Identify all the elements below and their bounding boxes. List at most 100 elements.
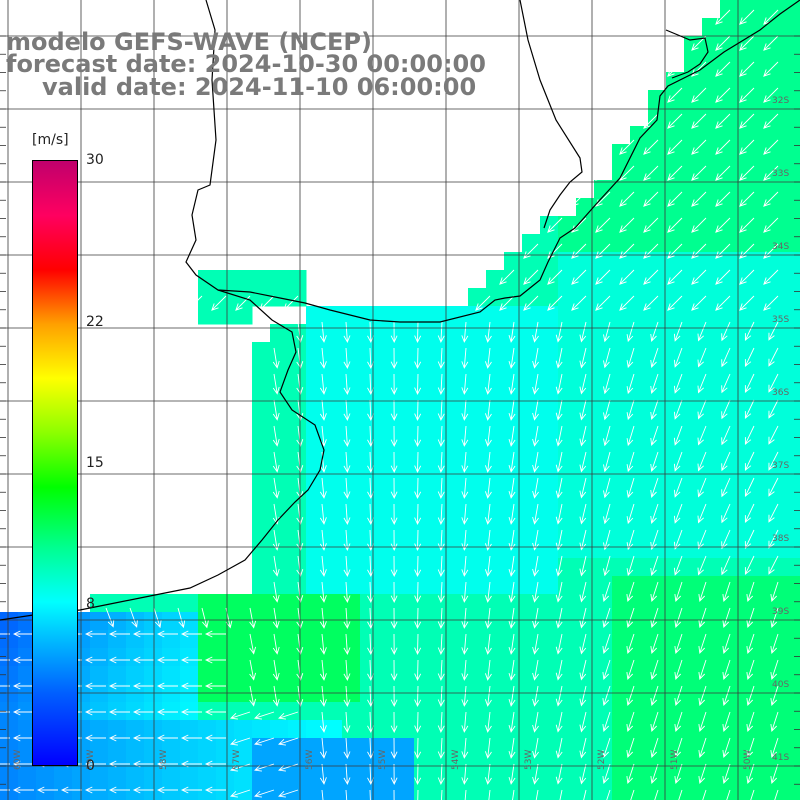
wind-speed-cell [594, 486, 613, 505]
wind-speed-cell [144, 738, 163, 757]
wind-speed-cell [450, 630, 469, 649]
wind-speed-cell [270, 738, 289, 757]
wind-speed-cell [216, 702, 235, 721]
wind-speed-cell [468, 396, 487, 415]
wind-arrow [156, 682, 178, 690]
wind-arrow [523, 295, 539, 311]
wind-speed-cell [18, 720, 37, 739]
wind-speed-cell [396, 306, 415, 325]
wind-arrow [440, 789, 443, 800]
wind-speed-cell [396, 558, 415, 577]
wind-arrow [763, 217, 779, 233]
wind-speed-cell [360, 738, 379, 757]
wind-arrow [673, 321, 683, 342]
wind-speed-cell [468, 432, 487, 451]
wind-speed-cell [702, 396, 721, 415]
wind-arrow [508, 607, 516, 629]
wind-speed-cell [540, 234, 559, 253]
wind-arrow [414, 763, 422, 786]
wind-arrow [484, 685, 492, 707]
wind-speed-cell [558, 540, 577, 559]
wind-speed-cell [738, 90, 757, 109]
wind-speed-cell [666, 432, 685, 451]
wind-arrow [579, 399, 587, 421]
wind-arrow [461, 425, 469, 447]
wind-speed-cell [486, 738, 505, 757]
wind-speed-cell [522, 324, 541, 343]
wind-speed-cell [648, 252, 667, 271]
wind-speed-cell [396, 756, 415, 775]
wind-speed-cell [252, 738, 271, 757]
wind-speed-cell [648, 234, 667, 253]
wind-speed-cell [18, 630, 37, 649]
wind-speed-cell [324, 756, 343, 775]
wind-speed-cell [252, 756, 271, 775]
wind-speed-cell [720, 792, 739, 800]
wind-speed-cell [630, 162, 649, 181]
wind-speed-cell [558, 756, 577, 775]
wind-arrow [619, 217, 635, 233]
wind-speed-cell [360, 396, 379, 415]
wind-arrow [508, 477, 516, 499]
wind-arrow [484, 425, 492, 447]
wind-arrow [108, 786, 130, 794]
wind-arrow [390, 425, 398, 448]
wind-speed-cell [702, 252, 721, 271]
wind-speed-cell [630, 288, 649, 307]
wind-speed-cell [684, 396, 703, 415]
wind-speed-cell [774, 324, 793, 343]
wind-arrow [12, 734, 34, 742]
wind-speed-cell [396, 432, 415, 451]
wind-speed-cell [252, 450, 271, 469]
wind-speed-cell [702, 792, 721, 800]
wind-speed-cell [594, 396, 613, 415]
wind-speed-cell [792, 504, 800, 523]
wind-speed-cell [792, 144, 800, 163]
wind-speed-cell [450, 450, 469, 469]
wind-speed-cell [540, 648, 559, 667]
wind-speed-cell [378, 648, 397, 667]
wind-speed-cell [450, 306, 469, 325]
wind-speed-cell [684, 198, 703, 217]
wind-speed-cell [540, 504, 559, 523]
wind-speed-cell [792, 0, 800, 19]
wind-arrow [414, 451, 422, 474]
wind-speed-cell [558, 414, 577, 433]
wind-speed-cell [558, 252, 577, 271]
wind-arrow [499, 295, 515, 311]
wind-arrow [722, 685, 731, 706]
wind-arrow [691, 269, 707, 285]
wind-speed-cell [756, 738, 775, 757]
wind-arrow [555, 711, 563, 733]
wind-speed-cell [738, 360, 757, 379]
wind-arrow [272, 425, 280, 447]
wind-speed-cell [324, 522, 343, 541]
wind-speed-cell [270, 720, 289, 739]
wind-speed-cell [468, 324, 487, 343]
wind-speed-cell [612, 504, 631, 523]
wind-speed-cell [576, 486, 595, 505]
wind-speed-cell [90, 666, 109, 685]
wind-arrow [698, 737, 707, 758]
wind-speed-cell [576, 468, 595, 487]
wind-speed-cell [774, 540, 793, 559]
wind-speed-cell [324, 396, 343, 415]
wind-arrow [343, 607, 351, 630]
wind-speed-cell [486, 306, 505, 325]
wind-speed-cell [288, 414, 307, 433]
wind-arrow [343, 581, 351, 604]
wind-speed-cell [540, 540, 559, 559]
wind-speed-cell [612, 234, 631, 253]
wind-arrow [602, 737, 611, 758]
wind-arrow [691, 243, 707, 259]
wind-speed-cell [378, 432, 397, 451]
wind-speed-cell [702, 180, 721, 199]
wind-speed-cell [666, 162, 685, 181]
wind-arrow [484, 347, 492, 369]
wind-speed-cell [180, 702, 199, 721]
wind-arrow [650, 737, 659, 758]
wind-speed-cell [756, 450, 775, 469]
wind-speed-cell [540, 522, 559, 541]
wind-arrow [650, 581, 659, 602]
wind-arrow [691, 87, 707, 103]
